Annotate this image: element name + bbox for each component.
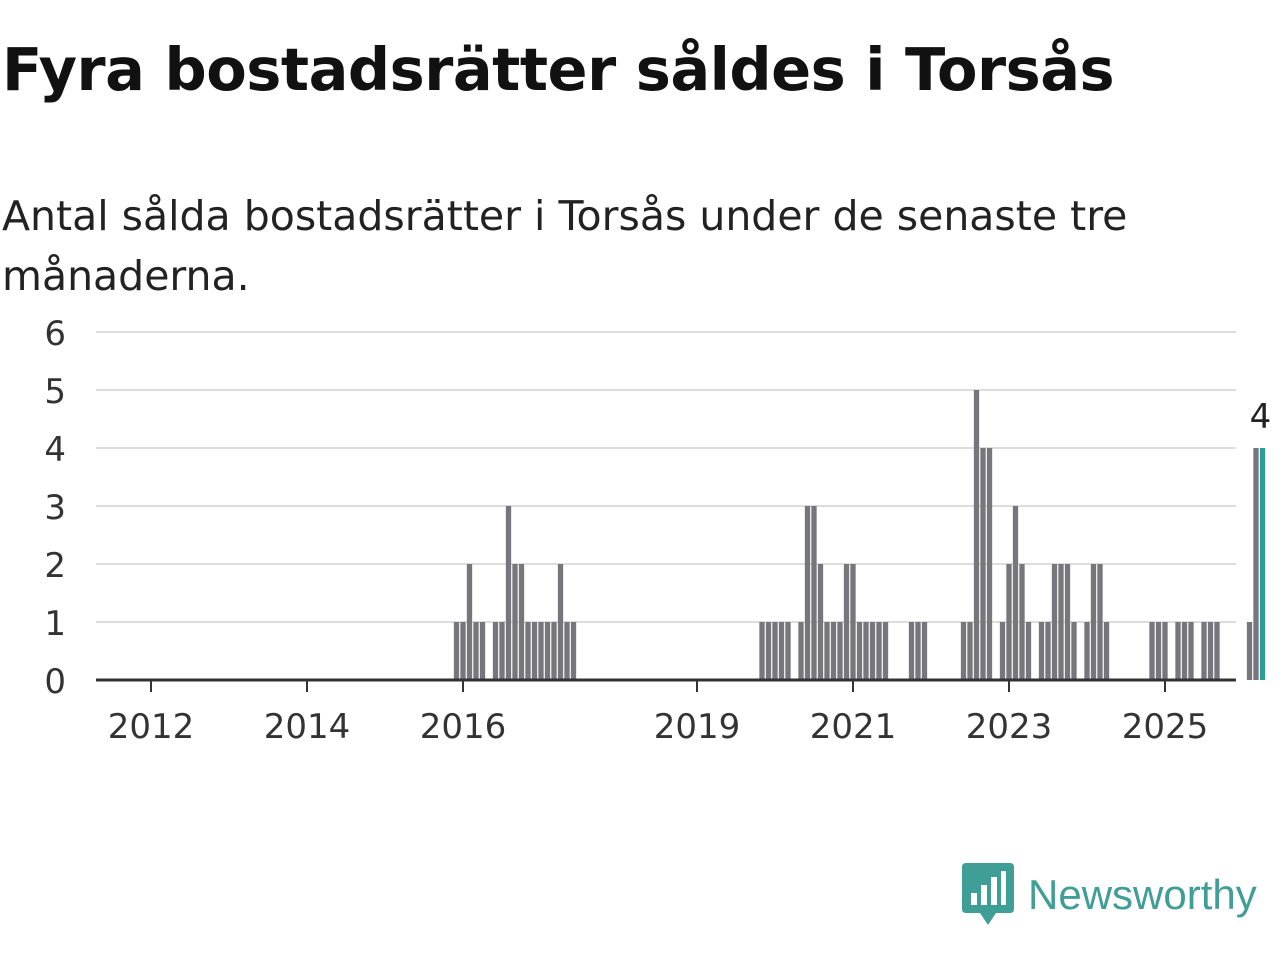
bar <box>505 506 512 680</box>
bar <box>492 622 499 680</box>
bar <box>915 622 921 680</box>
bar <box>921 622 928 680</box>
bar <box>824 622 830 680</box>
bar <box>785 622 791 680</box>
bar <box>499 622 505 680</box>
x-tick-label: 2012 <box>108 707 195 747</box>
bar <box>1097 564 1103 680</box>
bar <box>1175 622 1181 680</box>
bar <box>798 622 804 680</box>
bar <box>460 622 466 680</box>
bar <box>1181 622 1188 680</box>
x-tick-label: 2025 <box>1122 707 1209 747</box>
bar <box>830 622 837 680</box>
bar <box>1071 622 1077 680</box>
bar <box>778 622 785 680</box>
bar <box>876 622 882 680</box>
x-tick-label: 2021 <box>810 707 897 747</box>
newsworthy-logo-icon <box>962 863 1014 925</box>
bar <box>882 622 889 680</box>
bar <box>551 622 557 680</box>
bar <box>544 622 551 680</box>
bar <box>869 622 876 680</box>
bar <box>473 622 479 680</box>
y-tick-label: 4 <box>44 430 66 470</box>
bar <box>1253 448 1259 680</box>
bar <box>960 622 967 680</box>
bar <box>863 622 869 680</box>
bar <box>525 622 531 680</box>
bar <box>1149 622 1155 680</box>
bar <box>1201 622 1207 680</box>
bar <box>967 622 973 680</box>
bar <box>1246 622 1253 680</box>
bar <box>1058 564 1064 680</box>
x-tick-label: 2019 <box>654 707 741 747</box>
bar <box>531 622 538 680</box>
bar <box>518 564 525 680</box>
bar <box>765 622 772 680</box>
bar <box>1084 622 1090 680</box>
bar <box>856 622 863 680</box>
bar <box>1064 564 1071 680</box>
bar <box>980 448 986 680</box>
bar <box>570 622 577 680</box>
bar <box>1155 622 1162 680</box>
x-tick-label: 2014 <box>264 707 351 747</box>
bar <box>1051 564 1058 680</box>
bar <box>1006 564 1012 680</box>
bar <box>804 506 811 680</box>
chart-subtitle: Antal sålda bostadsrätter i Torsås under… <box>2 192 1128 300</box>
bar <box>837 622 843 680</box>
brand-logo: Newsworthy <box>962 862 1257 928</box>
y-tick-label: 5 <box>44 372 66 412</box>
bar <box>986 448 993 680</box>
bar <box>1012 506 1019 680</box>
highlight-bar <box>1259 448 1266 680</box>
bar <box>564 622 570 680</box>
bar <box>908 622 915 680</box>
bar <box>1103 622 1110 680</box>
y-tick-label: 1 <box>44 604 66 644</box>
bar <box>811 506 817 680</box>
x-tick-label: 2023 <box>966 707 1053 747</box>
bar <box>817 564 824 680</box>
bar <box>1188 622 1194 680</box>
y-tick-label: 3 <box>44 488 66 528</box>
bar <box>772 622 778 680</box>
bar <box>557 564 564 680</box>
y-tick-label: 6 <box>44 314 66 354</box>
bar <box>1038 622 1045 680</box>
bar <box>1025 622 1032 680</box>
bar <box>512 564 518 680</box>
y-tick-label: 2 <box>44 546 66 586</box>
bar <box>466 564 473 680</box>
bar <box>1162 622 1168 680</box>
bar <box>843 564 850 680</box>
bar <box>1019 564 1025 680</box>
bar <box>1214 622 1220 680</box>
bar <box>850 564 856 680</box>
bar <box>538 622 544 680</box>
bar <box>973 390 980 680</box>
bar <box>1090 564 1097 680</box>
bar <box>999 622 1006 680</box>
bar-chart: 0 1 2 3 4 5 6 4 2012 2014 2016 2019 2021 2023 2025 <box>44 314 1272 747</box>
bar <box>1207 622 1214 680</box>
bar <box>453 622 460 680</box>
chart-title: Fyra bostadsrätter såldes i Torsås <box>2 35 1115 104</box>
bar <box>479 622 486 680</box>
bar <box>759 622 765 680</box>
brand-name: Newsworthy <box>1028 871 1257 918</box>
y-tick-label: 0 <box>44 662 66 702</box>
highlight-value-label: 4 <box>1250 397 1272 437</box>
bar <box>1045 622 1051 680</box>
x-tick-label: 2016 <box>420 707 507 747</box>
